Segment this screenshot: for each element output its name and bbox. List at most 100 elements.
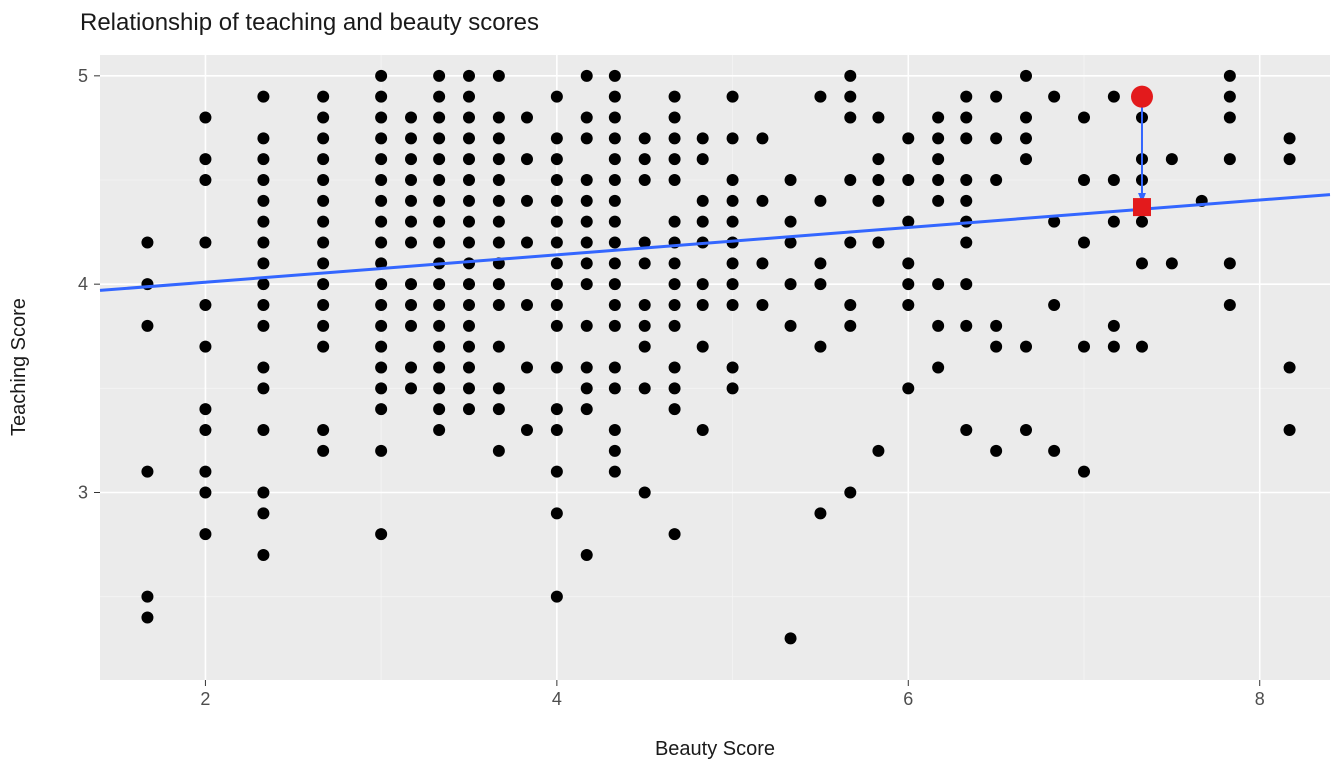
chart-title: Relationship of teaching and beauty scor… — [80, 9, 539, 36]
data-point — [581, 132, 593, 144]
data-point — [1078, 466, 1090, 478]
data-point — [609, 382, 621, 394]
data-point — [493, 341, 505, 353]
data-point — [493, 153, 505, 165]
data-point — [669, 403, 681, 415]
x-tick-label: 8 — [1255, 689, 1265, 709]
data-point — [405, 237, 417, 249]
data-point — [609, 257, 621, 269]
data-point — [844, 112, 856, 124]
data-point — [669, 153, 681, 165]
data-point — [960, 424, 972, 436]
data-point — [639, 299, 651, 311]
data-point — [1284, 424, 1296, 436]
data-point — [727, 91, 739, 103]
data-point — [727, 362, 739, 374]
data-point — [639, 341, 651, 353]
data-point — [521, 153, 533, 165]
data-point — [463, 91, 475, 103]
data-point — [433, 403, 445, 415]
data-point — [1284, 132, 1296, 144]
data-point — [1136, 341, 1148, 353]
data-point — [609, 320, 621, 332]
data-point — [756, 195, 768, 207]
data-point — [844, 487, 856, 499]
data-point — [405, 382, 417, 394]
data-point — [375, 112, 387, 124]
data-point — [257, 132, 269, 144]
data-point — [317, 195, 329, 207]
data-point — [669, 216, 681, 228]
data-point — [375, 91, 387, 103]
data-point — [581, 216, 593, 228]
data-point — [257, 362, 269, 374]
data-point — [609, 195, 621, 207]
chart-container: 2468345Relationship of teaching and beau… — [0, 0, 1344, 768]
data-point — [521, 195, 533, 207]
data-point — [785, 320, 797, 332]
data-point — [257, 216, 269, 228]
data-point — [960, 278, 972, 290]
data-point — [609, 445, 621, 457]
data-point — [1224, 257, 1236, 269]
data-point — [257, 237, 269, 249]
data-point — [317, 112, 329, 124]
data-point — [1224, 70, 1236, 82]
data-point — [669, 382, 681, 394]
data-point — [257, 299, 269, 311]
data-point — [609, 112, 621, 124]
data-point — [902, 257, 914, 269]
data-point — [669, 91, 681, 103]
data-point — [317, 299, 329, 311]
data-point — [405, 174, 417, 186]
data-point — [639, 153, 651, 165]
data-point — [697, 299, 709, 311]
data-point — [433, 153, 445, 165]
data-point — [1166, 257, 1178, 269]
data-point — [405, 299, 417, 311]
data-point — [521, 362, 533, 374]
data-point — [697, 278, 709, 290]
data-point — [697, 153, 709, 165]
data-point — [551, 403, 563, 415]
data-point — [199, 466, 211, 478]
data-point — [199, 403, 211, 415]
data-point — [902, 174, 914, 186]
data-point — [581, 112, 593, 124]
data-point — [493, 195, 505, 207]
data-point — [551, 257, 563, 269]
data-point — [493, 403, 505, 415]
data-point — [581, 320, 593, 332]
data-point — [199, 341, 211, 353]
data-point — [257, 174, 269, 186]
data-point — [463, 70, 475, 82]
data-point — [317, 424, 329, 436]
data-point — [609, 132, 621, 144]
data-point — [493, 174, 505, 186]
data-point — [375, 341, 387, 353]
data-point — [990, 341, 1002, 353]
data-point — [405, 132, 417, 144]
data-point — [375, 382, 387, 394]
data-point — [317, 132, 329, 144]
data-point — [814, 195, 826, 207]
data-point — [669, 132, 681, 144]
data-point — [141, 320, 153, 332]
data-point — [317, 320, 329, 332]
data-point — [317, 237, 329, 249]
data-point — [433, 132, 445, 144]
data-point — [551, 216, 563, 228]
data-point — [551, 132, 563, 144]
y-tick-label: 3 — [78, 483, 88, 503]
data-point — [433, 91, 445, 103]
scatter-chart: 2468345Relationship of teaching and beau… — [0, 0, 1344, 768]
data-point — [141, 591, 153, 603]
data-point — [433, 112, 445, 124]
data-point — [463, 132, 475, 144]
data-point — [581, 70, 593, 82]
data-point — [257, 382, 269, 394]
data-point — [785, 174, 797, 186]
data-point — [844, 91, 856, 103]
data-point — [551, 424, 563, 436]
data-point — [433, 195, 445, 207]
